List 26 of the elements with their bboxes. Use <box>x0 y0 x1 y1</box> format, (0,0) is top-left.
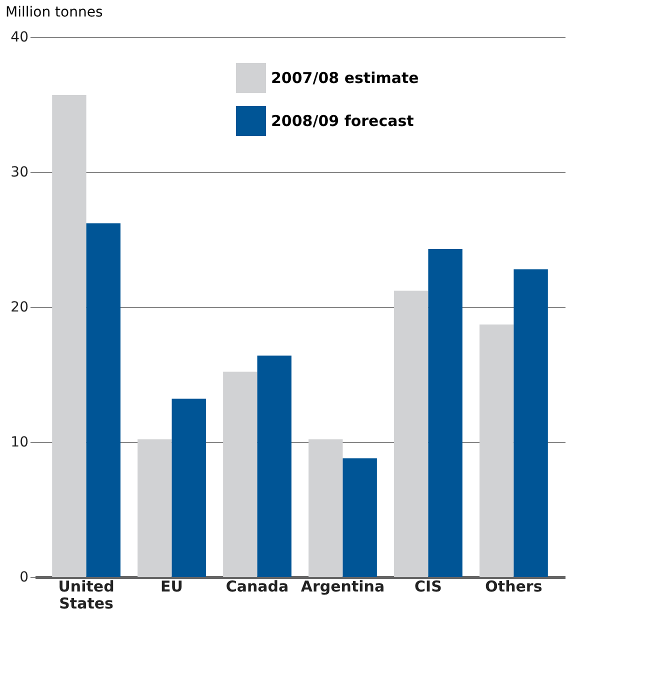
legend-label: 2007/08 estimate <box>271 69 419 87</box>
bar <box>394 290 428 577</box>
y-tick-label: 10 <box>10 434 28 450</box>
x-tick-label: CIS <box>414 578 442 596</box>
bar <box>86 223 120 577</box>
bar <box>223 372 258 577</box>
bar <box>342 458 377 577</box>
x-tick-label: Others <box>485 578 542 596</box>
y-axis-title: Million tonnes <box>6 4 103 20</box>
x-tick-label: EU <box>160 578 183 596</box>
bar <box>514 269 548 577</box>
y-tick-label: 0 <box>20 570 28 586</box>
bar <box>308 439 343 577</box>
y-tick-label: 20 <box>10 300 28 316</box>
x-tick-label: Canada <box>226 578 289 596</box>
x-tick-label: United States <box>58 578 114 612</box>
bar <box>52 95 86 577</box>
bar <box>257 356 292 577</box>
bar <box>172 398 206 577</box>
y-tick-label: 30 <box>10 164 28 180</box>
legend-label: 2008/09 forecast <box>271 112 414 130</box>
bar <box>138 439 172 577</box>
x-tick-label: Argentina <box>300 578 385 596</box>
bar <box>428 248 462 577</box>
y-tick-label: 40 <box>10 30 28 46</box>
bar <box>480 324 514 577</box>
